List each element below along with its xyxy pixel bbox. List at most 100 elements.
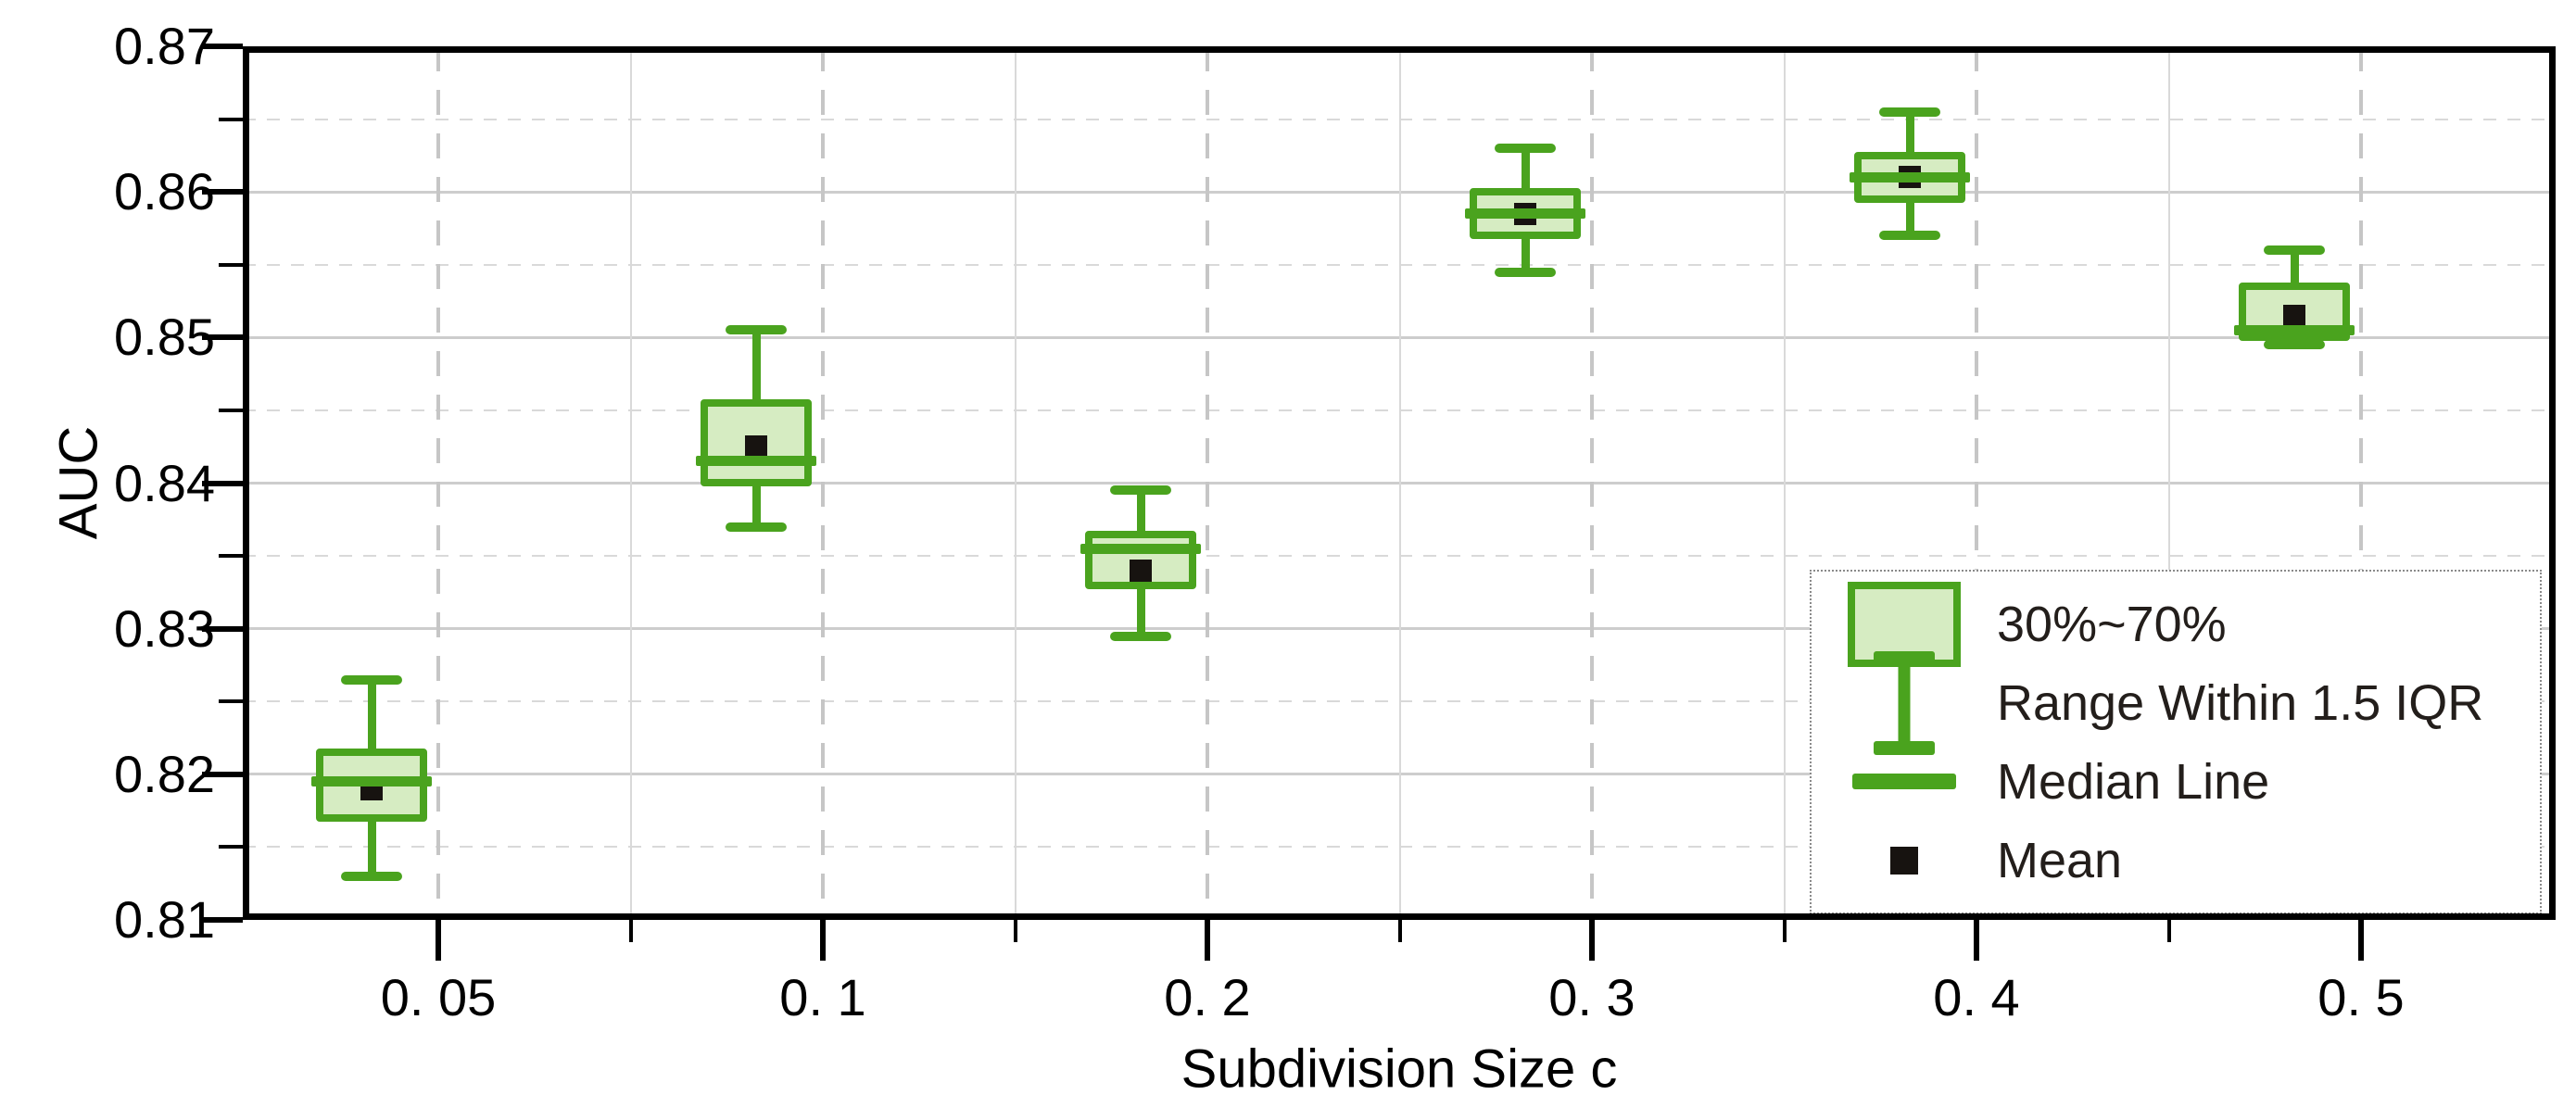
gridline-v-major: [1206, 46, 1209, 920]
whisker-lower-stem: [751, 479, 761, 527]
whisker-stem: [1898, 657, 1911, 749]
gridline-v-minor: [1783, 46, 1786, 920]
y-tick-label: 0.82: [114, 744, 215, 803]
whisker-upper-cap: [726, 325, 787, 335]
legend-swatch-cell: [1812, 650, 1997, 755]
whisker-upper-cap: [1110, 485, 1171, 496]
legend-item-range: Range Within 1.5 IQR: [1812, 650, 2532, 755]
gridline-v-major: [1590, 46, 1594, 920]
legend-label-mean: Mean: [1997, 832, 2123, 888]
x-tick-label: 0. 5: [2317, 968, 2405, 1026]
x-tick-label: 0. 4: [1933, 968, 2020, 1026]
whisker-lower-stem: [1905, 195, 1914, 236]
plot-area: 30%~70% Range Within 1.5 IQR Median Line: [114, 17, 2556, 1026]
median-line: [311, 776, 432, 787]
legend-swatch-cell: [1812, 846, 1997, 875]
gridline-v-minor: [2167, 46, 2170, 920]
mean-square-icon: [1890, 846, 1918, 875]
gridline-v-major: [2359, 46, 2363, 920]
gridline-v-minor: [629, 46, 632, 920]
whisker-lower-stem: [1521, 232, 1530, 272]
whisker-upper-stem: [1521, 148, 1530, 196]
y-tick-label: 0.85: [114, 308, 215, 367]
whisker-upper-cap: [2264, 245, 2325, 256]
whisker-upper-stem: [751, 330, 761, 408]
mean-marker: [2283, 304, 2305, 327]
x-major-tick: [1205, 918, 1210, 961]
legend-label-box: 30%~70%: [1997, 596, 2227, 652]
gridline-v-minor: [1014, 46, 1017, 920]
legend-label-range: Range Within 1.5 IQR: [1997, 674, 2484, 731]
legend-swatch-cell: [1812, 774, 1997, 789]
whisker-lower-cap: [341, 871, 402, 881]
whisker-lower-cap: [1110, 631, 1171, 641]
x-axis-title: Subdivision Size c: [1181, 1038, 1618, 1100]
median-line: [1080, 543, 1201, 554]
y-minor-tick: [219, 262, 243, 267]
y-minor-tick: [219, 408, 243, 412]
y-tick-label: 0.83: [114, 598, 215, 658]
gridline-v-major: [1975, 46, 1978, 920]
whisker-lower-stem: [1136, 581, 1145, 636]
gridline-v-major: [436, 46, 440, 920]
legend-label-median: Median Line: [1997, 753, 2270, 810]
whisker-lower-cap: [1879, 231, 1940, 241]
y-minor-tick: [219, 845, 243, 849]
x-tick-label: 0. 1: [779, 968, 866, 1026]
legend-item-median: Median Line: [1812, 744, 2532, 820]
median-line-icon: [1852, 774, 1956, 789]
y-major-tick: [202, 917, 243, 923]
y-major-tick: [202, 625, 243, 632]
x-minor-tick: [1013, 918, 1017, 942]
y-major-tick: [202, 334, 243, 341]
plot-frame: [243, 46, 2556, 920]
median-line: [1465, 208, 1585, 220]
y-major-tick: [202, 44, 243, 49]
whisker-lower-cap: [726, 522, 787, 532]
x-major-tick: [820, 918, 826, 961]
whisker-range-icon: [1871, 650, 1938, 755]
legend: 30%~70% Range Within 1.5 IQR Median Line: [1810, 570, 2542, 914]
mean-marker: [1130, 559, 1152, 582]
y-tick-label: 0.87: [114, 17, 215, 75]
x-major-tick: [1974, 918, 1979, 961]
whisker-upper-stem: [367, 679, 376, 757]
y-tick-label: 0.81: [114, 890, 215, 949]
y-tick-label: 0.84: [114, 453, 215, 512]
x-minor-tick: [1782, 918, 1787, 942]
whisker-cap-bottom: [1874, 740, 1935, 755]
y-major-tick: [202, 771, 243, 777]
x-tick-label: 0. 05: [380, 968, 497, 1026]
legend-item-mean: Mean: [1812, 823, 2532, 899]
y-major-tick: [202, 189, 243, 195]
y-minor-tick: [219, 554, 243, 559]
y-tick-label: 0.86: [114, 162, 215, 221]
x-major-tick: [436, 918, 441, 961]
y-major-tick: [202, 480, 243, 486]
median-line: [1850, 171, 1970, 182]
y-minor-tick: [219, 117, 243, 121]
median-line: [696, 456, 816, 467]
x-major-tick: [1589, 918, 1595, 961]
whisker-upper-cap: [1495, 144, 1556, 154]
x-tick-label: 0. 2: [1164, 968, 1251, 1026]
gridline-v-major: [821, 46, 825, 920]
whisker-upper-cap: [341, 674, 402, 685]
whisker-upper-stem: [1136, 490, 1145, 538]
mean-marker: [745, 435, 767, 459]
x-major-tick: [2358, 918, 2364, 961]
whisker-lower-cap: [1495, 267, 1556, 277]
whisker-upper-stem: [1905, 111, 1914, 159]
median-line: [2234, 324, 2355, 335]
y-minor-tick: [219, 699, 243, 704]
x-minor-tick: [2166, 918, 2171, 942]
x-minor-tick: [628, 918, 633, 942]
whisker-lower-cap: [2264, 340, 2325, 350]
x-minor-tick: [1397, 918, 1402, 942]
whisker-lower-stem: [367, 813, 376, 876]
x-tick-label: 0. 3: [1548, 968, 1635, 1026]
whisker-upper-cap: [1879, 107, 1940, 117]
gridline-v-minor: [1398, 46, 1401, 920]
whisker-upper-stem: [2290, 250, 2299, 291]
